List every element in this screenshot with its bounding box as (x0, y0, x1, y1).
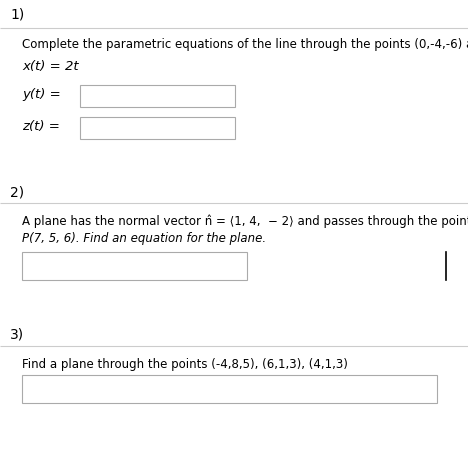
Text: A plane has the normal vector n̂ = ⟨1, 4,  − 2⟩ and passes through the point: A plane has the normal vector n̂ = ⟨1, 4… (22, 215, 468, 228)
Text: 2): 2) (10, 185, 24, 199)
Text: 3): 3) (10, 328, 24, 342)
Text: y(t) =: y(t) = (22, 88, 61, 101)
Text: z(t) =: z(t) = (22, 120, 60, 133)
Text: Complete the parametric equations of the line through the points (0,-4,-6) and (: Complete the parametric equations of the… (22, 38, 468, 51)
FancyBboxPatch shape (80, 117, 235, 139)
FancyBboxPatch shape (22, 252, 247, 280)
Text: x(t) = 2t: x(t) = 2t (22, 60, 79, 73)
Text: 1): 1) (10, 8, 24, 22)
Text: P(7, 5, 6). Find an equation for the plane.: P(7, 5, 6). Find an equation for the pla… (22, 232, 266, 245)
FancyBboxPatch shape (80, 85, 235, 107)
FancyBboxPatch shape (22, 375, 437, 403)
Text: Find a plane through the points (-4,8,5), (6,1,3), (4,1,3): Find a plane through the points (-4,8,5)… (22, 358, 348, 371)
